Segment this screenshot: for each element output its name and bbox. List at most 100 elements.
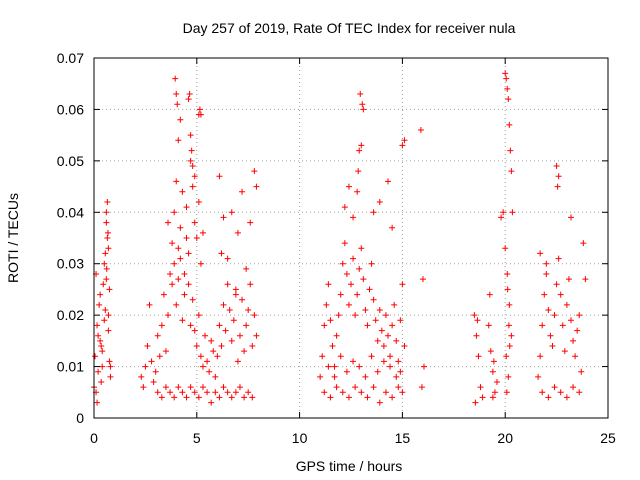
data-point — [172, 75, 179, 82]
data-point — [239, 188, 246, 195]
data-point — [208, 399, 215, 406]
data-point — [191, 327, 198, 334]
data-point — [372, 317, 379, 324]
data-point — [104, 199, 111, 205]
data-point — [245, 389, 252, 396]
data-point — [543, 260, 550, 267]
data-point — [395, 384, 402, 391]
data-point — [199, 384, 206, 391]
data-point — [385, 178, 392, 185]
data-point — [94, 399, 101, 406]
data-point — [389, 224, 396, 231]
data-point — [156, 353, 163, 360]
data-point — [401, 137, 408, 144]
data-point — [165, 312, 172, 319]
data-point — [393, 373, 400, 380]
data-point — [202, 332, 209, 339]
data-point — [354, 291, 361, 298]
data-point — [253, 332, 260, 339]
data-point — [506, 343, 513, 349]
data-point — [576, 312, 583, 319]
data-point — [393, 337, 400, 344]
data-point — [541, 291, 548, 298]
data-point — [576, 389, 583, 396]
data-point — [582, 276, 589, 283]
data-point — [399, 281, 406, 288]
data-point — [333, 384, 340, 391]
data-point — [104, 235, 111, 241]
data-point — [472, 399, 479, 406]
data-point — [175, 245, 182, 252]
data-point — [391, 301, 398, 308]
data-point — [251, 168, 258, 175]
data-point — [355, 168, 362, 175]
data-point — [173, 301, 180, 308]
data-point — [321, 389, 328, 396]
data-point — [370, 209, 377, 216]
data-point — [167, 389, 174, 396]
data-point — [490, 358, 497, 365]
data-point — [251, 312, 258, 319]
data-point — [341, 204, 348, 211]
data-point — [187, 157, 194, 164]
data-point — [498, 214, 505, 221]
data-point — [370, 384, 377, 391]
data-point — [474, 317, 481, 324]
data-point — [228, 394, 235, 401]
data-point — [97, 337, 104, 344]
data-point — [162, 348, 169, 355]
data-point — [378, 327, 385, 334]
data-point — [504, 286, 511, 293]
data-point — [358, 389, 365, 396]
data-point — [543, 271, 550, 277]
data-point — [193, 343, 200, 349]
data-point — [174, 101, 181, 108]
data-point — [232, 286, 239, 293]
data-point — [103, 219, 110, 226]
data-point — [380, 343, 387, 349]
data-point — [509, 209, 516, 216]
data-point — [191, 173, 198, 180]
data-point — [177, 116, 184, 123]
data-point — [197, 260, 204, 267]
data-point — [236, 384, 243, 391]
data-point — [387, 353, 394, 360]
data-point — [189, 296, 196, 303]
data-point — [354, 188, 361, 195]
data-point — [230, 317, 237, 324]
data-point — [570, 384, 577, 391]
data-point — [360, 106, 367, 113]
data-point — [228, 337, 235, 344]
data-point — [187, 322, 194, 329]
data-point — [366, 286, 373, 293]
data-point — [555, 255, 562, 262]
data-point — [356, 265, 363, 272]
data-point — [507, 147, 514, 154]
data-point — [561, 348, 568, 355]
data-point — [368, 260, 375, 267]
data-point — [171, 260, 178, 267]
data-point — [191, 389, 198, 396]
data-point — [487, 348, 494, 355]
data-point — [98, 379, 105, 385]
data-point — [376, 307, 383, 313]
data-point — [177, 255, 184, 262]
data-point — [417, 127, 424, 133]
data-point — [549, 343, 556, 349]
data-point — [376, 399, 383, 406]
data-point — [420, 363, 427, 370]
data-point — [234, 229, 241, 236]
data-point — [339, 389, 346, 396]
data-point — [101, 260, 108, 267]
data-point — [557, 291, 564, 298]
data-point — [535, 373, 542, 380]
data-point — [399, 389, 406, 396]
data-point — [329, 343, 336, 349]
data-point — [183, 394, 190, 401]
data-point — [103, 265, 110, 272]
data-point — [234, 358, 241, 365]
y-tick-label: 0.02 — [57, 307, 84, 323]
data-point — [505, 373, 512, 380]
data-point — [220, 301, 227, 308]
x-tick-label: 0 — [90, 430, 98, 446]
